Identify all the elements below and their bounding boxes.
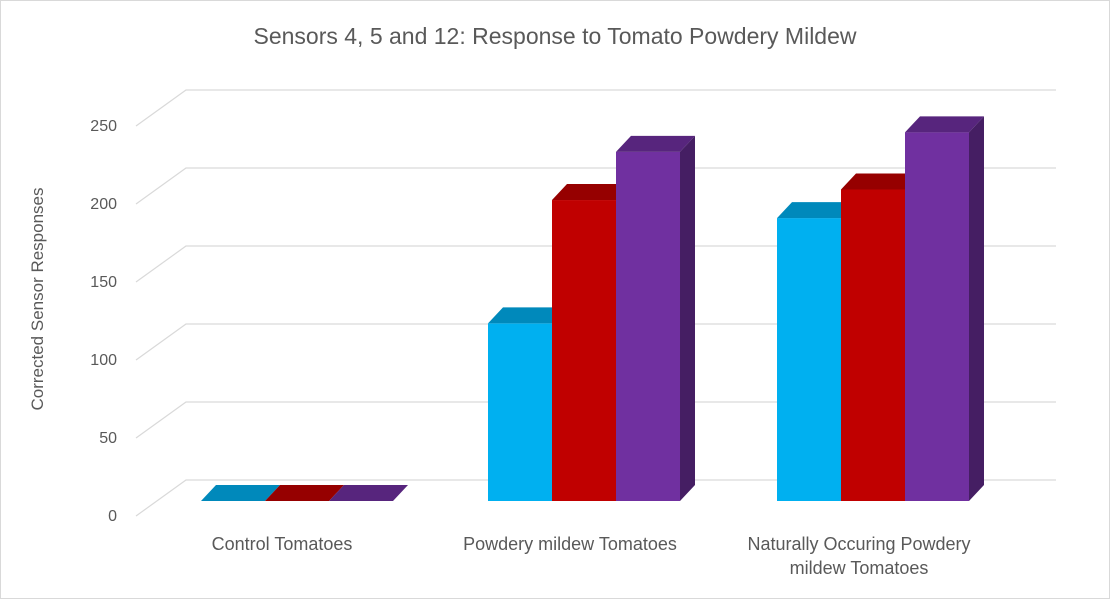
bar-front (488, 323, 552, 501)
bar-front (616, 151, 680, 501)
bar-top (552, 184, 631, 201)
y-tick-label: 100 (90, 352, 117, 369)
y-tick-label: 0 (108, 508, 117, 525)
gridline (135, 167, 1056, 205)
bar-side (680, 135, 695, 501)
gridline (135, 245, 1056, 283)
bar-top (905, 116, 984, 133)
bar-front (905, 132, 969, 501)
bar (201, 485, 280, 501)
y-axis-label: Corrected Sensor Responses (28, 187, 47, 410)
y-tick-label: 200 (90, 196, 117, 213)
bar (488, 307, 567, 501)
bar-top (777, 202, 856, 219)
bar-top (841, 173, 920, 190)
chart-title: Sensors 4, 5 and 12: Response to Tomato … (253, 23, 856, 49)
bar-top (329, 485, 408, 501)
bar (552, 184, 631, 502)
bar (265, 485, 344, 501)
category-label: Naturally Occuring Powdery (747, 534, 970, 554)
category-label: mildew Tomatoes (790, 558, 929, 578)
bar (616, 135, 695, 501)
bar-top (201, 485, 280, 501)
bar-front (552, 200, 616, 502)
bar-side (969, 116, 984, 501)
bar-top (616, 135, 695, 152)
category-label: Control Tomatoes (212, 534, 353, 554)
bar-front (841, 189, 905, 501)
bar (905, 116, 984, 501)
bar (777, 202, 856, 501)
y-tick-label: 150 (90, 274, 117, 291)
gridline (135, 479, 1056, 517)
bar-top (488, 307, 567, 324)
bar-top (265, 485, 344, 501)
y-tick-label: 50 (99, 430, 117, 447)
bar (329, 485, 408, 501)
y-tick-label: 250 (90, 118, 117, 135)
bar-front (777, 218, 841, 501)
category-label: Powdery mildew Tomatoes (463, 534, 677, 554)
bar (841, 173, 920, 501)
gridline (135, 89, 1056, 127)
gridline (135, 323, 1056, 361)
gridline (135, 401, 1056, 439)
